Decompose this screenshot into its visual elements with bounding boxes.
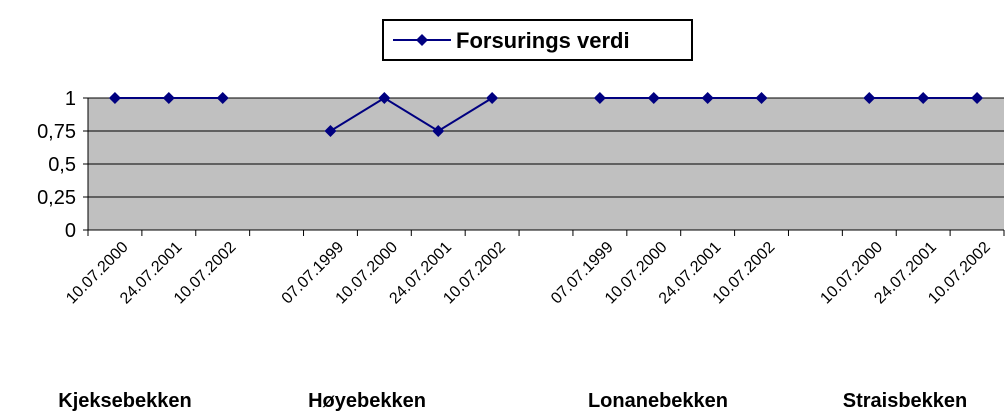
marker <box>593 92 606 104</box>
group-label: Høyebekken <box>308 390 426 412</box>
legend-marker <box>416 34 428 46</box>
marker <box>432 125 445 137</box>
y-tick-label: 0 <box>65 220 76 242</box>
marker <box>863 92 876 104</box>
y-tick-label: 0,25 <box>37 187 76 209</box>
legend-label: Forsurings verdi <box>456 28 630 53</box>
group-label: Lonanebekken <box>588 390 728 412</box>
y-tick-label: 1 <box>65 88 76 110</box>
marker <box>486 92 499 104</box>
marker <box>378 92 391 104</box>
group-label: Straisbekken <box>843 390 968 412</box>
marker <box>647 92 660 104</box>
group-label: Kjeksebekken <box>58 390 191 412</box>
marker <box>971 92 984 104</box>
y-tick-label: 0,5 <box>48 154 76 176</box>
marker <box>917 92 930 104</box>
marker <box>701 92 714 104</box>
marker <box>216 92 229 104</box>
marker <box>324 125 337 137</box>
marker <box>162 92 175 104</box>
marker <box>108 92 121 104</box>
y-tick-label: 0,75 <box>37 121 76 143</box>
marker <box>755 92 768 104</box>
